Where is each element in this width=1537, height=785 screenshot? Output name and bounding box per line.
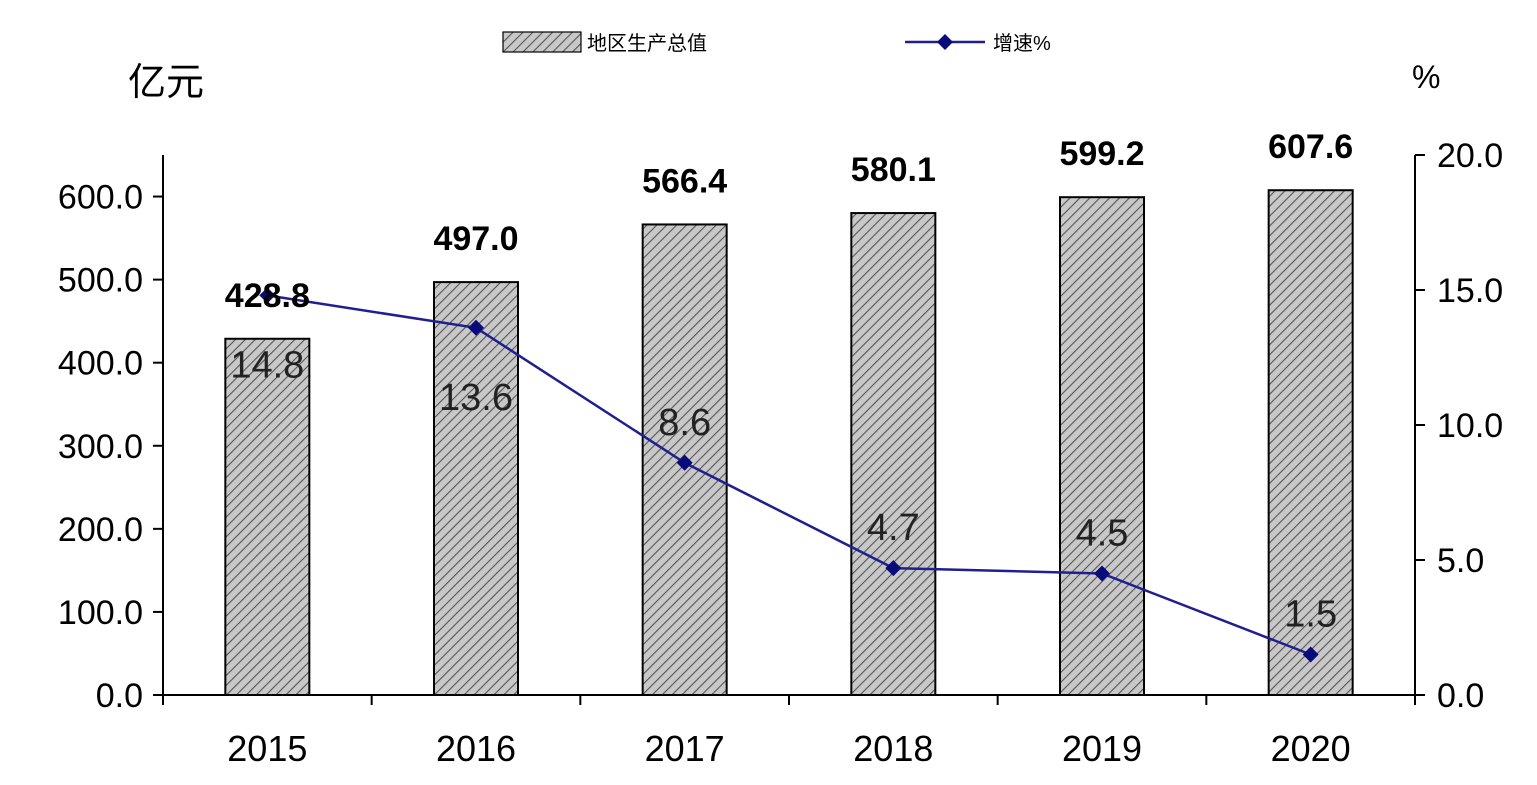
legend-line-label: 增速% — [993, 32, 1051, 55]
growth-line — [259, 287, 1319, 663]
gdp-bar — [1267, 189, 1354, 696]
legend-bar-label: 地区生产总值 — [587, 32, 707, 55]
x-tick-label: 2018 — [853, 728, 933, 769]
right-axis-unit: % — [1412, 59, 1440, 95]
growth-marker — [885, 560, 902, 577]
right-tick-label: 15.0 — [1437, 272, 1503, 310]
gdp-value-label: 580.1 — [851, 151, 936, 189]
growth-value-label: 1.5 — [1284, 594, 1337, 636]
growth-marker — [1302, 646, 1319, 663]
left-tick-label: 500.0 — [58, 262, 143, 300]
right-tick-label: 5.0 — [1437, 542, 1484, 580]
gdp-bar — [850, 212, 937, 696]
growth-value-label: 13.6 — [439, 377, 513, 419]
left-tick-label: 0.0 — [96, 677, 143, 715]
legend-bar-swatch — [502, 31, 582, 53]
x-tick-label: 2015 — [227, 728, 307, 769]
legend-line-marker — [937, 34, 953, 50]
bars — [224, 189, 1354, 697]
growth-marker — [1094, 565, 1110, 582]
right-tick-label: 0.0 — [1437, 677, 1484, 715]
gdp-value-label: 566.4 — [642, 162, 727, 200]
left-tick-label: 300.0 — [58, 428, 143, 466]
growth-value-label: 14.8 — [230, 344, 304, 386]
gdp-bar — [224, 337, 311, 696]
growth-marker — [468, 319, 484, 336]
gdp-bar — [433, 281, 519, 696]
growth-value-label: 4.7 — [867, 507, 920, 549]
left-tick-label: 200.0 — [58, 511, 143, 549]
x-tick-label: 2019 — [1062, 728, 1142, 769]
x-tick-label: 2020 — [1271, 728, 1351, 769]
growth-marker — [676, 454, 693, 471]
data-labels: 428.8 497.0 566.4 580.1 599.2 607.6 14.8 13.6 8.… — [225, 128, 1353, 635]
growth-value-label: 8.6 — [658, 402, 711, 444]
growth-marker — [259, 287, 276, 304]
x-tick-label: 2017 — [645, 728, 725, 769]
right-tick-label: 10.0 — [1437, 407, 1503, 445]
growth-line-path — [267, 294, 1312, 656]
gdp-value-label: 428.8 — [225, 277, 310, 315]
left-tick-label: 100.0 — [58, 594, 143, 632]
axes: 0.0 100.0 200.0 300.0 400.0 500.0 600.0 0.0 5.0 1… — [58, 137, 1503, 769]
gdp-value-label: 497.0 — [433, 220, 518, 258]
growth-value-label: 4.5 — [1076, 513, 1129, 555]
gdp-value-label: 607.6 — [1268, 128, 1353, 166]
legend: 地区生产总值 增速% — [502, 31, 1051, 55]
left-tick-label: 400.0 — [58, 345, 143, 383]
x-tick-label: 2016 — [436, 728, 516, 769]
left-axis-unit: 亿元 — [128, 62, 204, 104]
left-tick-label: 600.0 — [58, 179, 143, 217]
right-tick-label: 20.0 — [1437, 137, 1503, 175]
gdp-value-label: 599.2 — [1059, 135, 1144, 173]
gdp-bar — [1059, 196, 1145, 697]
